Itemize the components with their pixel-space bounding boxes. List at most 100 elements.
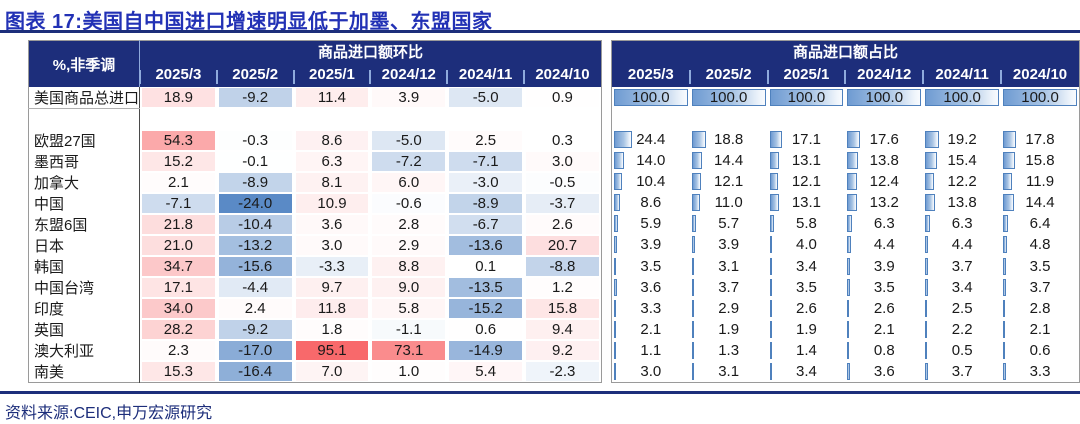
share-data-bar <box>847 173 857 191</box>
mom-cell: 9.2 <box>524 340 602 361</box>
share-data-bar <box>847 341 850 359</box>
share-cell: 3.7 <box>923 360 1002 383</box>
share-data-bar <box>925 299 928 317</box>
share-cell: 10.4 <box>611 171 690 193</box>
share-data-bar <box>769 131 783 149</box>
share-cell: 3.1 <box>689 255 768 277</box>
share-cell: 13.8 <box>845 150 924 172</box>
share-cell: 2.2 <box>923 318 1002 340</box>
share-data-bar <box>613 131 632 149</box>
share-data-bar <box>769 320 772 338</box>
mom-cell: 73.1 <box>370 340 448 361</box>
share-data-bar <box>925 194 936 212</box>
share-cell: 6.3 <box>845 213 924 235</box>
share-cell: 4.4 <box>923 234 1002 256</box>
column-header: 2025/3 <box>138 62 217 87</box>
share-cell: 12.1 <box>767 171 846 193</box>
mom-cell: -16.4 <box>216 361 294 383</box>
mom-cell: 15.8 <box>524 298 602 319</box>
share-cell: 6.3 <box>923 213 1002 235</box>
column-header: 2025/2 <box>688 62 768 87</box>
share-data-bar <box>691 173 701 191</box>
mom-cell: -8.8 <box>524 256 602 277</box>
share-data-bar <box>613 173 622 191</box>
share-data-bar <box>613 278 617 296</box>
share-data-bar <box>1003 152 1015 170</box>
share-cell: 3.5 <box>767 276 846 298</box>
share-data-bar <box>925 131 940 149</box>
share-cell: 15.4 <box>923 150 1002 172</box>
share-cell: 3.4 <box>767 360 846 383</box>
share-cell: 3.1 <box>689 360 768 383</box>
mom-cell: 20.7 <box>524 235 602 256</box>
share-data-bar <box>769 152 780 170</box>
share-data-bar <box>769 299 772 317</box>
share-data-bar <box>613 257 617 275</box>
share-cell: 12.1 <box>689 171 768 193</box>
share-cell: 1.3 <box>689 339 768 361</box>
share-data-bar <box>769 89 844 107</box>
mom-cell: 7.0 <box>293 361 371 383</box>
share-cell: 1.9 <box>689 318 768 340</box>
mom-cell: 3.6 <box>293 214 371 235</box>
group-header: 商品进口额占比 <box>611 40 1080 62</box>
share-data-bar <box>1003 278 1006 296</box>
row-label: 韩国 <box>28 256 141 277</box>
table-row: 14.0 14.4 13.1 13.8 15.4 15.8 <box>611 150 1080 172</box>
share-cell: 3.6 <box>845 360 924 383</box>
share-cell: 18.8 <box>689 129 768 151</box>
share-data-bar <box>1003 131 1017 149</box>
share-cell: 3.7 <box>689 276 768 298</box>
mom-cell: 34.7 <box>139 256 217 277</box>
table-row: 10.4 12.1 12.1 12.4 12.2 11.9 <box>611 171 1080 193</box>
share-data-bar <box>769 215 774 233</box>
table-row: 8.6 11.0 13.1 13.2 13.8 14.4 <box>611 192 1080 214</box>
share-data-bar <box>847 194 858 212</box>
mom-cell: 6.0 <box>370 172 448 193</box>
share-data-bar <box>613 152 625 170</box>
mom-cell: 2.5 <box>447 130 525 151</box>
share-cell: 19.2 <box>923 129 1002 151</box>
mom-cell: -7.1 <box>139 193 217 214</box>
mom-cell: 3.9 <box>370 87 448 109</box>
mom-cell: 9.0 <box>370 277 448 298</box>
share-cell: 14.0 <box>611 150 690 172</box>
share-table: 商品进口额占比 2025/3 2025/2 2025/1 2024/12 2024/11 2… <box>610 40 1080 383</box>
mom-cell: -7.2 <box>370 151 448 172</box>
share-cell: 2.6 <box>845 297 924 319</box>
spacer-row <box>611 108 1080 130</box>
share-cell: 15.8 <box>1001 150 1080 172</box>
mom-cell: 2.6 <box>524 214 602 235</box>
row-label: 中国 <box>28 193 141 214</box>
mom-cell: -0.3 <box>216 130 294 151</box>
mom-cell: -9.2 <box>216 87 294 109</box>
table-row: 韩国 34.7 -15.6 -3.3 8.8 0.1 -8.8 <box>28 256 602 277</box>
share-data-bar <box>613 299 617 317</box>
mom-cell: 21.8 <box>139 214 217 235</box>
mom-cell: 2.9 <box>370 235 448 256</box>
share-data-bar <box>925 320 928 338</box>
table-row: 日本 21.0 -13.2 3.0 2.9 -13.6 20.7 <box>28 235 602 256</box>
table-row: 3.3 2.9 2.6 2.6 2.5 2.8 <box>611 297 1080 319</box>
row-label: 欧盟27国 <box>28 130 141 151</box>
share-cell: 4.0 <box>767 234 846 256</box>
row-label: 印度 <box>28 298 141 319</box>
table-row: 100.0 100.0 100.0 100.0 100.0 100.0 <box>611 87 1080 109</box>
share-data-bar <box>769 257 773 275</box>
mom-cell: -2.3 <box>524 361 602 383</box>
mom-cell: 3.0 <box>293 235 371 256</box>
share-cell: 11.0 <box>689 192 768 214</box>
share-data-bar <box>847 89 922 107</box>
share-data-bar <box>691 257 694 275</box>
mom-cell: 11.4 <box>293 87 371 109</box>
share-data-bar <box>1003 173 1012 191</box>
mom-cell: 2.1 <box>139 172 217 193</box>
unit-label: %,非季调 <box>28 40 141 87</box>
mom-cell: -3.7 <box>524 193 602 214</box>
mom-cell: 3.0 <box>524 151 602 172</box>
table-row: 印度 34.0 2.4 11.8 5.8 -15.2 15.8 <box>28 298 602 319</box>
share-cell: 13.2 <box>845 192 924 214</box>
column-header: 2024/11 <box>446 62 525 87</box>
mom-cell: 0.1 <box>447 256 525 277</box>
share-data-bar <box>691 236 695 254</box>
